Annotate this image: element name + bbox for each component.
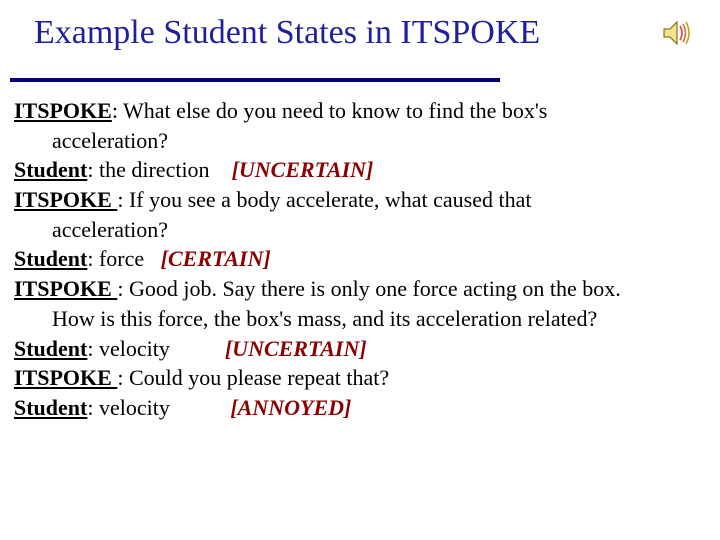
sound-wave-3	[686, 22, 689, 44]
utterance-text: force	[99, 246, 144, 271]
gap	[170, 395, 231, 420]
sound-wave-2	[683, 24, 686, 42]
utterance-text: Could you please repeat that?	[129, 365, 389, 390]
separator: :	[87, 395, 99, 420]
dialogue-line: Student: velocity [UNCERTAIN]	[14, 334, 706, 364]
dialogue-line: acceleration?	[14, 126, 706, 156]
utterance-text: What else do you need to know to find th…	[123, 98, 547, 123]
state-tag: [UNCERTAIN]	[232, 157, 374, 182]
separator: :	[87, 246, 99, 271]
slide-title: Example Student States in ITSPOKE	[34, 14, 540, 52]
sound-wave-1	[680, 26, 682, 40]
dialogue-line: ITSPOKE : Good job. Say there is only on…	[14, 274, 706, 304]
speaker-label: ITSPOKE	[14, 365, 117, 390]
sound-icon	[662, 20, 692, 51]
state-tag: [ANNOYED]	[230, 395, 351, 420]
dialogue-line: ITSPOKE: What else do you need to know t…	[14, 96, 706, 126]
state-tag: [UNCERTAIN]	[225, 336, 367, 361]
utterance-text: acceleration?	[52, 128, 168, 153]
dialogue-line: acceleration?	[14, 215, 706, 245]
utterance-text: velocity	[99, 395, 170, 420]
utterance-text: Good job. Say there is only one force ac…	[129, 276, 621, 301]
separator: :	[117, 187, 129, 212]
title-underline	[10, 78, 500, 82]
separator: :	[117, 276, 129, 301]
gap	[210, 157, 232, 182]
speaker-label: ITSPOKE	[14, 187, 117, 212]
gap	[144, 246, 161, 271]
utterance-text: If you see a body accelerate, what cause…	[129, 187, 532, 212]
speaker-label: ITSPOKE	[14, 98, 112, 123]
dialogue-line: Student: force [CERTAIN]	[14, 244, 706, 274]
separator: :	[112, 98, 123, 123]
utterance-text: the direction	[99, 157, 210, 182]
dialogue-line: ITSPOKE : Could you please repeat that?	[14, 363, 706, 393]
state-tag: [CERTAIN]	[161, 246, 271, 271]
dialogue-line: How is this force, the box's mass, and i…	[14, 304, 706, 334]
separator: :	[117, 365, 129, 390]
utterance-text: velocity	[99, 336, 170, 361]
dialogue-line: ITSPOKE : If you see a body accelerate, …	[14, 185, 706, 215]
utterance-text: acceleration?	[52, 217, 168, 242]
speaker-shape	[664, 22, 677, 44]
speaker-label: Student	[14, 395, 87, 420]
separator: :	[87, 336, 99, 361]
gap	[170, 336, 225, 361]
dialogue-line: Student: velocity [ANNOYED]	[14, 393, 706, 423]
dialogue-line: Student: the direction [UNCERTAIN]	[14, 155, 706, 185]
utterance-text: How is this force, the box's mass, and i…	[52, 306, 597, 331]
speaker-label: Student	[14, 246, 87, 271]
speaker-label: ITSPOKE	[14, 276, 117, 301]
speaker-label: Student	[14, 157, 87, 182]
separator: :	[87, 157, 99, 182]
dialogue-content: ITSPOKE: What else do you need to know t…	[14, 96, 706, 423]
speaker-label: Student	[14, 336, 87, 361]
